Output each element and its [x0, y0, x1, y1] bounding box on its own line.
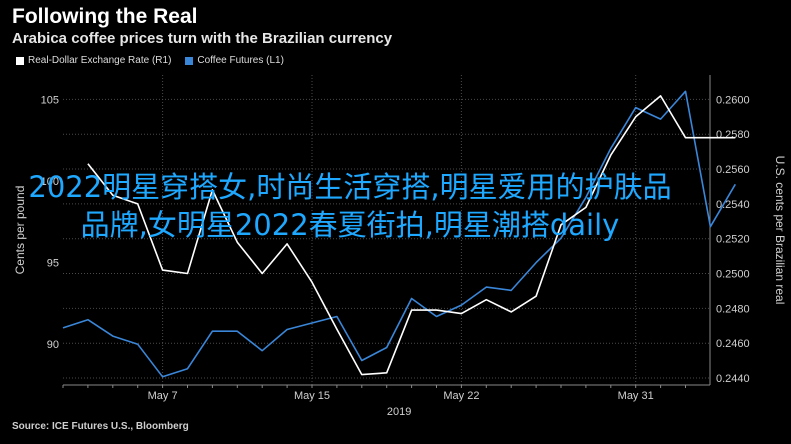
left-tick-label: 90 [47, 339, 59, 351]
legend-label-coffee-futures: Coffee Futures (L1) [197, 55, 284, 66]
left-tick-label: 95 [47, 258, 59, 270]
x-tick-label: May 22 [443, 390, 479, 402]
series-line-exchange-rate [87, 95, 736, 376]
left-axis-title: Cents per pound [13, 186, 27, 275]
x-tick-label: May 31 [618, 390, 654, 402]
chart-title: Following the Real [12, 5, 198, 28]
chart-legend: Real-Dollar Exchange Rate (R1) Coffee Fu… [16, 55, 284, 66]
right-tick-label: 0.2580 [716, 129, 750, 141]
right-tick-label: 0.2520 [716, 234, 750, 246]
chart-subtitle: Arabica coffee prices turn with the Braz… [12, 30, 393, 47]
right-tick-label: 0.2560 [716, 164, 750, 176]
left-tick-label: 100 [41, 176, 59, 188]
left-tick-label: 105 [41, 94, 59, 106]
legend-swatch-exchange-rate [16, 56, 24, 65]
x-tick-label: May 15 [294, 390, 330, 402]
right-tick-label: 0.2480 [716, 303, 750, 315]
right-tick-label: 0.2500 [716, 269, 750, 281]
legend-item-coffee-futures: Coffee Futures (L1) [185, 55, 284, 66]
right-tick-label: 0.2460 [716, 338, 750, 350]
legend-label-exchange-rate: Real-Dollar Exchange Rate (R1) [28, 55, 172, 66]
x-tick-label: May 7 [148, 390, 178, 402]
source-note: Source: ICE Futures U.S., Bloomberg [12, 421, 189, 432]
right-tick-label: 0.2440 [716, 373, 750, 385]
right-axis-title: U.S. cents per Brazilian real [773, 156, 787, 305]
overlay-watermark-text: 2022明星穿搭女,时尚生活穿搭,明星爱用的护肤品品牌,女明星2022春夏街拍,… [28, 170, 672, 242]
legend-item-exchange-rate: Real-Dollar Exchange Rate (R1) [16, 55, 171, 66]
legend-swatch-coffee-futures [185, 56, 194, 65]
x-year-label: 2019 [387, 406, 411, 418]
series-line-coffee-futures [62, 90, 736, 378]
right-tick-label: 0.2600 [716, 94, 750, 106]
